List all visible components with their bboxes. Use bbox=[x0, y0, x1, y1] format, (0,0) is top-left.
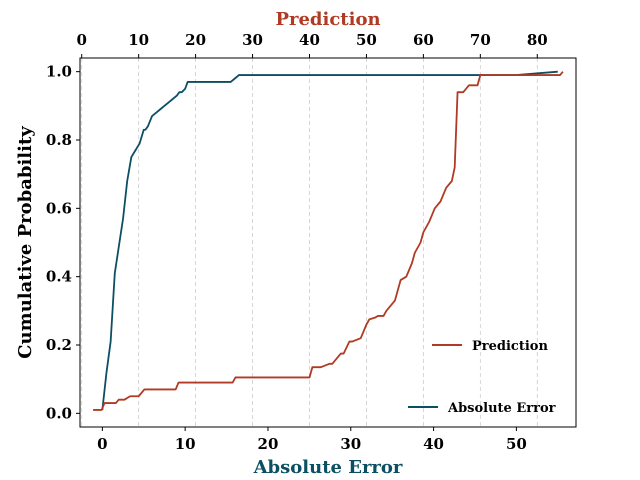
x-tick-label: 10 bbox=[175, 435, 196, 453]
legend-label: Prediction bbox=[472, 339, 548, 354]
top-x-axis: 0 10 20 30 40 50 60 70 80 bbox=[76, 31, 548, 58]
y-tick-label: 0.8 bbox=[46, 131, 72, 149]
top-x-tick-label: 0 bbox=[76, 31, 86, 49]
series-lines bbox=[93, 70, 564, 411]
legend-absolute-error: Absolute Error bbox=[408, 401, 556, 416]
y-tick-label: 1.0 bbox=[46, 63, 72, 81]
series-line-prediction bbox=[93, 71, 564, 411]
x-tick-label: 20 bbox=[258, 435, 279, 453]
top-x-tick-label: 60 bbox=[413, 31, 434, 49]
x-tick-label: 0 bbox=[97, 435, 107, 453]
top-x-axis-title: Prediction bbox=[275, 9, 380, 30]
plot-frame bbox=[79, 57, 577, 428]
top-x-tick-label: 70 bbox=[470, 31, 491, 49]
legend-prediction: Prediction bbox=[432, 339, 548, 354]
x-tick-label: 30 bbox=[340, 435, 361, 453]
top-x-tick-label: 40 bbox=[299, 31, 320, 49]
top-axis-gridlines bbox=[81, 58, 538, 427]
y-tick-label: 0.4 bbox=[46, 268, 72, 286]
series-line-absolute-error bbox=[101, 70, 558, 411]
top-x-tick-label: 20 bbox=[185, 31, 206, 49]
top-x-tick-label: 50 bbox=[356, 31, 377, 49]
y-tick-label: 0.0 bbox=[46, 404, 72, 422]
x-tick-label: 50 bbox=[506, 435, 527, 453]
bottom-x-axis: 0 10 20 30 40 50 bbox=[97, 427, 527, 453]
top-x-tick-label: 80 bbox=[527, 31, 548, 49]
x-axis-title: Absolute Error bbox=[253, 457, 403, 478]
legends: Absolute Error Prediction bbox=[408, 339, 556, 416]
y-axis: 0.0 0.2 0.4 0.6 0.8 1.0 bbox=[46, 63, 80, 422]
legend-label: Absolute Error bbox=[447, 401, 556, 416]
top-x-tick-label: 10 bbox=[128, 31, 149, 49]
top-x-tick-label: 30 bbox=[242, 31, 263, 49]
y-axis-title: Cumulative Probability bbox=[15, 126, 36, 359]
x-tick-label: 40 bbox=[423, 435, 444, 453]
y-tick-label: 0.6 bbox=[46, 199, 72, 217]
y-tick-label: 0.2 bbox=[46, 336, 72, 354]
